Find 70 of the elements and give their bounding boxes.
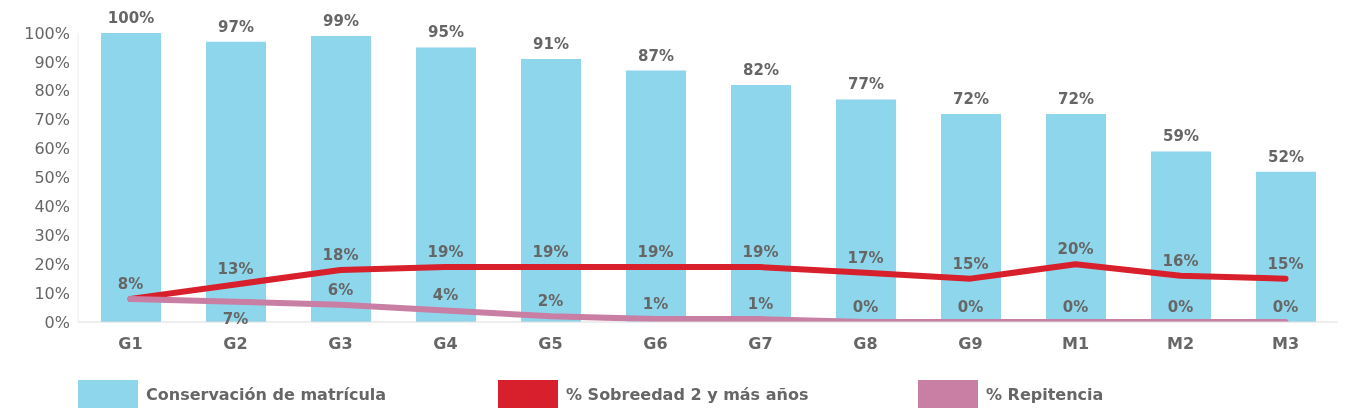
x-tick-label: G3 [328,334,353,354]
data-label: 77% [848,75,884,94]
data-label: 15% [952,254,989,273]
legend-label: % Repitencia [986,384,1104,404]
y-tick-label: 0% [44,312,70,332]
bar [521,59,581,322]
data-label: 19% [532,243,569,262]
data-label: 0% [957,298,984,316]
legend-label: Conservación de matrícula [146,384,387,404]
data-label: 100% [107,9,155,27]
data-label: 2% [537,292,564,311]
data-label: 95% [428,23,464,42]
x-tick-label: G1 [118,334,143,354]
y-tick-label: 80% [34,81,70,101]
data-label: 91% [533,35,569,54]
bar [1256,171,1316,322]
bar [1151,151,1211,322]
x-tick-label: M1 [1061,334,1090,354]
bar [311,35,371,322]
data-label: 20% [1057,240,1094,259]
data-label: 52% [1268,147,1304,166]
data-label: 0% [1272,298,1299,316]
data-label: 16% [1162,251,1199,270]
bar [101,33,161,322]
data-label: 15% [1267,254,1304,273]
data-label: 1% [747,295,774,314]
x-tick-label: G8 [853,334,878,354]
data-label: 97% [218,17,254,36]
y-tick-label: 70% [34,110,70,130]
data-label: 1% [642,295,669,314]
data-label: 13% [217,260,254,279]
data-label: 0% [1062,298,1089,316]
x-tick-label: G6 [643,334,668,354]
x-tick-label: G5 [538,334,563,354]
x-tick-label: G4 [433,334,458,354]
y-tick-label: 40% [34,197,70,217]
data-label: 18% [322,245,359,264]
data-label: 59% [1163,127,1199,146]
y-tick-label: 90% [34,52,70,72]
legend-label: % Sobreedad 2 y más años [566,384,809,404]
y-tick-label: 60% [34,139,70,159]
bar [941,113,1001,322]
y-tick-label: 10% [34,283,70,303]
data-label: 19% [637,243,674,262]
x-tick-label: G7 [748,334,773,354]
data-label: 6% [327,280,354,299]
data-label: 0% [1167,298,1194,316]
data-label: 72% [953,89,989,108]
data-label: 87% [638,46,674,65]
data-label: 0% [852,298,879,316]
y-tick-label: 50% [34,168,70,188]
data-label: 19% [427,243,464,262]
data-label: 72% [1058,89,1094,108]
bar [416,47,476,322]
y-tick-label: 100% [24,23,70,43]
bar [1046,113,1106,322]
data-label: 82% [743,61,779,80]
data-label: 8% [117,274,144,293]
y-tick-label: 20% [34,254,70,274]
bar [206,41,266,322]
data-label: 17% [847,248,884,267]
data-label: 19% [742,243,779,262]
x-tick-label: M2 [1166,334,1195,354]
x-tick-label: M3 [1271,334,1300,354]
x-tick-label: G9 [958,334,983,354]
data-label: 4% [432,286,459,305]
y-tick-label: 30% [34,225,70,245]
bar [836,99,896,322]
x-tick-label: G2 [223,334,248,354]
data-label: 99% [323,11,359,30]
